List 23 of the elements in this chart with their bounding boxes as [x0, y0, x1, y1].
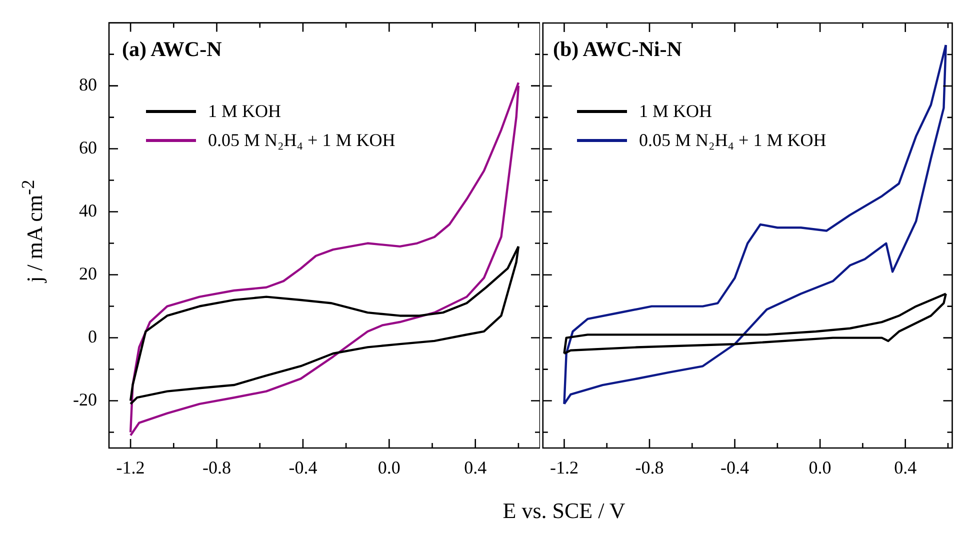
legend-label: 1 M KOH	[208, 100, 282, 122]
y-tick-label: 80	[79, 74, 97, 95]
text: (a) AWC-N	[122, 36, 222, 62]
text: (b) AWC-Ni-N	[553, 36, 682, 62]
y-tick-label: -20	[73, 389, 97, 410]
x-tick-label: 0.0	[378, 458, 400, 478]
x-tick-label: 0.4	[464, 458, 487, 478]
legend-label: 1 M KOH	[639, 100, 712, 122]
x-tick-label: -0.4	[720, 458, 750, 478]
legend-label: 0.05 M N₂H₄ + 1 M KOH	[639, 130, 826, 150]
y-tick-label: 0	[88, 326, 97, 346]
legend-label: 0.05 M N₂H₄ + 1 M KOH	[208, 130, 396, 150]
x-tick-label: -0.8	[635, 458, 664, 478]
x-axis-title: E vs. SCE / V	[502, 498, 626, 524]
y-tick-label: 40	[79, 200, 97, 221]
y-tick-label: 60	[79, 138, 97, 158]
x-tick-label: -0.4	[288, 458, 318, 478]
x-tick-label: -0.8	[202, 458, 231, 478]
y-tick-label: 20	[79, 264, 97, 284]
x-tick-label: -1.2	[116, 458, 145, 478]
x-tick-label: -1.2	[550, 458, 578, 478]
x-tick-label: 0.0	[808, 458, 832, 478]
x-tick-label: 0.4	[894, 458, 917, 478]
